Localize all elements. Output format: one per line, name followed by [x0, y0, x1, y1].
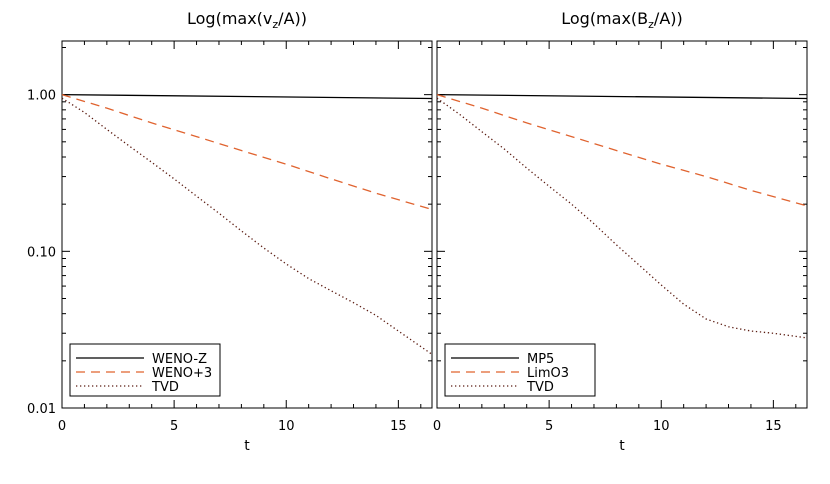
y-tick-label: 0.01 — [27, 402, 56, 417]
x-tick-label: 5 — [170, 419, 178, 434]
x-tick-label: 5 — [545, 419, 553, 434]
y-tick-label: 0.10 — [27, 245, 56, 260]
legend-label: WENO+3 — [152, 366, 212, 381]
x-tick-label: 10 — [653, 419, 670, 434]
series-line-weno-z — [61, 94, 433, 100]
x-tick-label: 0 — [433, 419, 441, 434]
series-line-mp5 — [436, 94, 808, 100]
legend-box — [444, 343, 596, 397]
legend-label: TVD — [151, 380, 179, 395]
y-tick-label: 1.00 — [27, 89, 56, 104]
legend-label: MP5 — [527, 352, 554, 367]
series-line-limo3 — [436, 94, 808, 207]
x-tick-label: 15 — [765, 419, 782, 434]
series-line-tvd — [61, 97, 433, 355]
x-tick-label: 0 — [58, 419, 66, 434]
chart-title: Log(max(Bz/A)) — [561, 9, 683, 31]
legend-label: LimO3 — [527, 366, 569, 381]
legend-label: WENO-Z — [152, 352, 207, 367]
x-tick-label: 15 — [390, 419, 407, 434]
panel-1: Log(max(vz/A)) 0 5 10 15 t 0.01 0.10 1.00 WENO-ZW… — [27, 9, 433, 454]
plot-frame — [436, 40, 808, 409]
legend-label: TVD — [526, 380, 554, 395]
x-tick-label: 10 — [278, 419, 295, 434]
series-line-tvd — [436, 97, 808, 339]
x-axis-label: t — [619, 438, 625, 454]
chart-title: Log(max(vz/A)) — [187, 9, 307, 31]
plot-frame — [61, 40, 433, 409]
series-line-weno-3 — [61, 94, 433, 211]
x-axis-label: t — [244, 438, 250, 454]
legend-box — [69, 343, 221, 397]
